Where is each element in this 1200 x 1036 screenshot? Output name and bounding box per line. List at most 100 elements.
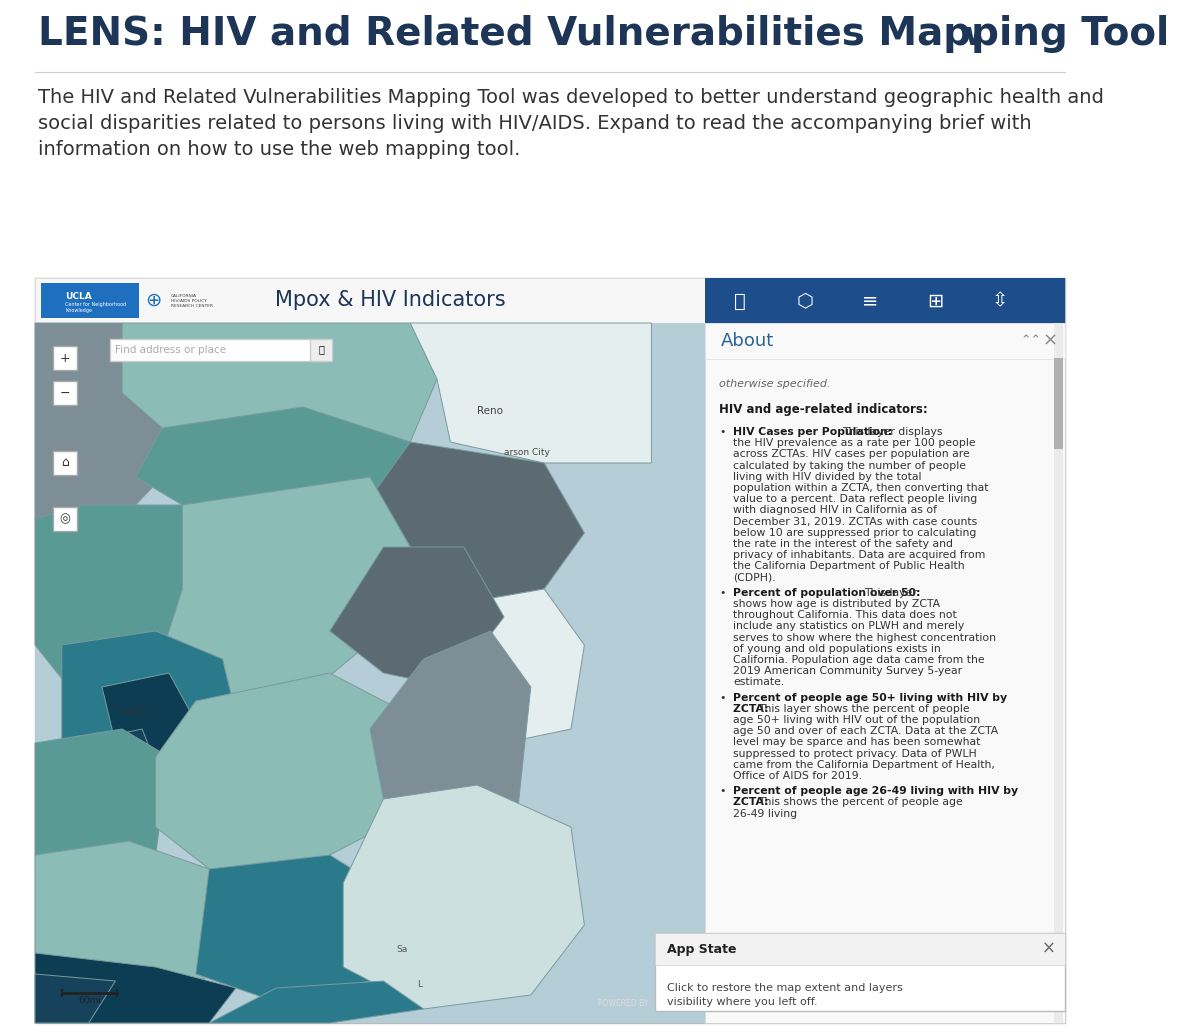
Text: HIV and age-related indicators:: HIV and age-related indicators: [719, 403, 928, 416]
Text: calculated by taking the number of people: calculated by taking the number of peopl… [733, 461, 966, 470]
Bar [655, 933, 1066, 965]
Text: Sa: Sa [397, 945, 408, 954]
Bar [706, 278, 1066, 323]
Polygon shape [35, 974, 115, 1023]
Text: serves to show where the highest concentration: serves to show where the highest concent… [733, 633, 996, 642]
Text: 60mi: 60mi [78, 996, 101, 1005]
Bar [35, 278, 1066, 1023]
Text: 🔍: 🔍 [318, 345, 324, 354]
Text: Find address or place: Find address or place [115, 345, 227, 354]
Text: ZCTA:: ZCTA: [733, 798, 773, 807]
Text: +: + [60, 351, 71, 365]
Text: the HIV prevalence as a rate per 100 people: the HIV prevalence as a rate per 100 peo… [733, 438, 976, 449]
Text: −: − [60, 386, 71, 400]
Text: 26-49 living: 26-49 living [733, 809, 797, 818]
Text: Mpox & HIV Indicators: Mpox & HIV Indicators [275, 290, 505, 310]
Text: About: About [721, 332, 774, 350]
Text: level may be sparce and has been somewhat: level may be sparce and has been somewha… [733, 738, 980, 747]
Polygon shape [450, 589, 584, 743]
Text: with diagnosed HIV in California as of: with diagnosed HIV in California as of [733, 506, 937, 515]
Text: ×: × [1043, 332, 1058, 350]
Polygon shape [370, 442, 584, 603]
Polygon shape [35, 323, 175, 554]
Bar [35, 278, 706, 323]
Polygon shape [122, 323, 437, 477]
Polygon shape [62, 631, 236, 785]
Text: estimate.: estimate. [733, 678, 785, 688]
Bar [53, 381, 77, 405]
Text: age 50+ living with HIV out of the population: age 50+ living with HIV out of the popul… [733, 715, 980, 725]
Polygon shape [136, 407, 410, 512]
Text: the rate in the interest of the safety and: the rate in the interest of the safety a… [733, 539, 953, 549]
Bar [53, 346, 77, 370]
Text: ⓘ: ⓘ [734, 291, 746, 311]
Polygon shape [156, 477, 410, 701]
Text: value to a percent. Data reflect people living: value to a percent. Data reflect people … [733, 494, 977, 505]
Text: of young and old populations exists in: of young and old populations exists in [733, 643, 941, 654]
Text: ZCTA:: ZCTA: [733, 703, 773, 714]
Bar [1054, 323, 1063, 1023]
Text: App State: App State [667, 943, 737, 955]
Text: include any statistics on PLWH and merely: include any statistics on PLWH and merel… [733, 622, 965, 631]
Text: The HIV and Related Vulnerabilities Mapping Tool was developed to better underst: The HIV and Related Vulnerabilities Mapp… [38, 88, 1104, 107]
Bar [41, 283, 139, 318]
Text: Percent of people age 50+ living with HIV by: Percent of people age 50+ living with HI… [733, 693, 1007, 702]
Bar [110, 339, 325, 361]
Bar [706, 323, 1066, 1023]
Text: HIV Cases per Population:: HIV Cases per Population: [733, 427, 896, 437]
Text: visibility where you left off.: visibility where you left off. [667, 997, 817, 1007]
Text: information on how to use the web mapping tool.: information on how to use the web mappin… [38, 140, 521, 159]
Text: POWERED BY: POWERED BY [598, 999, 648, 1007]
Polygon shape [410, 323, 652, 463]
Bar [1054, 358, 1063, 449]
Text: ⊞: ⊞ [926, 291, 943, 311]
Text: ⌃⌃: ⌃⌃ [1020, 335, 1042, 347]
Text: across ZCTAs. HIV cases per population are: across ZCTAs. HIV cases per population a… [733, 450, 970, 459]
Text: LENS: HIV and Related Vulnerabilities Mapping Tool: LENS: HIV and Related Vulnerabilities Ma… [38, 15, 1169, 53]
Text: below 10 are suppressed prior to calculating: below 10 are suppressed prior to calcula… [733, 527, 977, 538]
Text: This shows the percent of people age: This shows the percent of people age [758, 798, 964, 807]
Text: arson City: arson City [504, 448, 550, 457]
Bar [655, 933, 1066, 1011]
Polygon shape [343, 785, 584, 1009]
Text: Office of AIDS for 2019.: Office of AIDS for 2019. [733, 771, 862, 781]
Text: Center for Neighborhood
Knowledge: Center for Neighborhood Knowledge [65, 303, 126, 313]
Text: ∨: ∨ [960, 22, 985, 51]
Polygon shape [35, 953, 236, 1023]
Polygon shape [102, 673, 196, 757]
Text: Percent of people age 26-49 living with HIV by: Percent of people age 26-49 living with … [733, 786, 1018, 797]
Text: This layer: This layer [864, 587, 917, 598]
Polygon shape [35, 841, 250, 995]
Text: came from the California Department of Health,: came from the California Department of H… [733, 759, 995, 770]
Text: •: • [719, 786, 725, 797]
Text: suppressed to protect privacy. Data of PWLH: suppressed to protect privacy. Data of P… [733, 749, 977, 758]
Text: ◎: ◎ [60, 513, 71, 525]
Text: •: • [719, 693, 725, 702]
Text: the California Department of Public Health: the California Department of Public Heal… [733, 562, 965, 572]
Text: ⌂: ⌂ [61, 457, 70, 469]
Polygon shape [330, 547, 504, 687]
Text: otherwise specified.: otherwise specified. [719, 379, 830, 388]
Text: social disparities related to persons living with HIV/AIDS. Expand to read the a: social disparities related to persons li… [38, 114, 1032, 133]
Polygon shape [370, 631, 530, 841]
Polygon shape [35, 505, 236, 687]
Text: ≡: ≡ [862, 291, 878, 311]
Text: San F: San F [122, 707, 148, 716]
Text: CALIFORNIA
HIV/AIDS POLICY
RESEARCH CENTER: CALIFORNIA HIV/AIDS POLICY RESEARCH CENT… [172, 294, 214, 308]
Text: •: • [719, 427, 725, 437]
Text: age 50 and over of each ZCTA. Data at the ZCTA: age 50 and over of each ZCTA. Data at th… [733, 726, 998, 737]
Text: population within a ZCTA, then converting that: population within a ZCTA, then convertin… [733, 483, 989, 493]
Text: This layer shows the percent of people: This layer shows the percent of people [758, 703, 970, 714]
Text: L: L [416, 980, 422, 989]
Text: ×: × [1042, 940, 1056, 958]
Text: Reno: Reno [478, 405, 503, 415]
Bar [0, 0, 1200, 278]
Polygon shape [156, 673, 410, 869]
Text: This layer displays: This layer displays [842, 427, 943, 437]
Text: •: • [719, 587, 725, 598]
Polygon shape [209, 981, 424, 1023]
Polygon shape [196, 855, 397, 1002]
Text: living with HIV divided by the total: living with HIV divided by the total [733, 471, 922, 482]
Text: UCLA: UCLA [65, 292, 91, 301]
Polygon shape [35, 729, 169, 897]
